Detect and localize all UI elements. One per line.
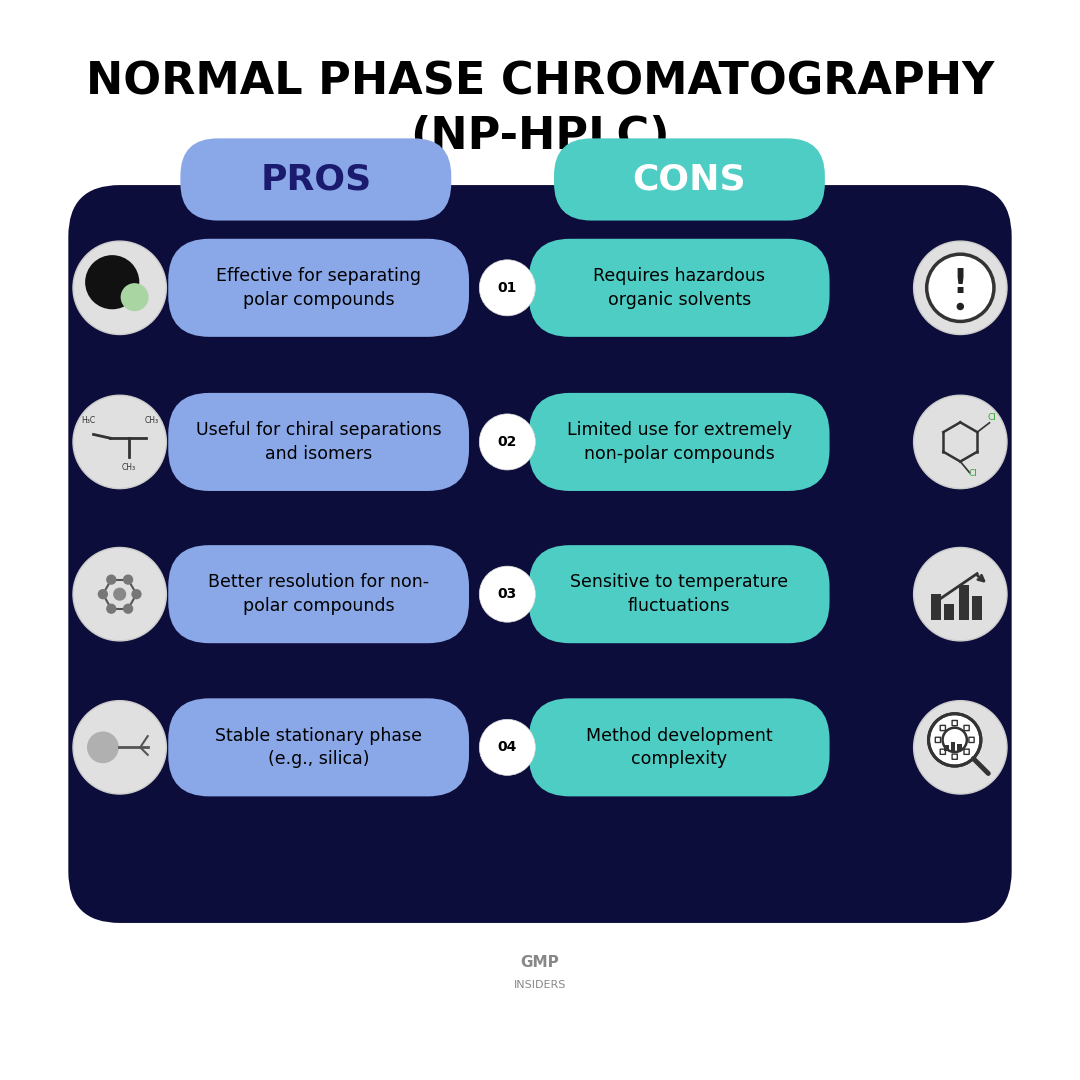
Circle shape	[914, 241, 1007, 335]
Circle shape	[480, 260, 536, 315]
Text: CH₃: CH₃	[145, 416, 159, 426]
Circle shape	[480, 566, 536, 622]
Bar	[957, 744, 961, 751]
FancyBboxPatch shape	[953, 720, 957, 726]
FancyBboxPatch shape	[935, 738, 941, 742]
Bar	[950, 742, 955, 751]
FancyBboxPatch shape	[554, 138, 825, 220]
FancyBboxPatch shape	[529, 545, 829, 644]
Text: INSIDERS: INSIDERS	[514, 980, 566, 989]
Text: NORMAL PHASE CHROMATOGRAPHY: NORMAL PHASE CHROMATOGRAPHY	[86, 60, 994, 104]
Circle shape	[85, 255, 139, 309]
FancyBboxPatch shape	[964, 750, 969, 755]
Bar	[931, 594, 941, 620]
Bar	[972, 596, 982, 620]
Text: PROS: PROS	[260, 162, 372, 197]
Bar	[944, 745, 948, 751]
Circle shape	[73, 395, 166, 488]
FancyBboxPatch shape	[529, 239, 829, 337]
Text: Stable stationary phase
(e.g., silica): Stable stationary phase (e.g., silica)	[215, 727, 422, 768]
Text: Useful for chiral separations
and isomers: Useful for chiral separations and isomer…	[195, 421, 442, 462]
FancyBboxPatch shape	[529, 393, 829, 491]
Text: 01: 01	[498, 281, 517, 295]
Text: Requires hazardous
organic solvents: Requires hazardous organic solvents	[593, 267, 765, 309]
Circle shape	[957, 302, 964, 310]
FancyBboxPatch shape	[68, 185, 1012, 923]
Circle shape	[914, 395, 1007, 488]
FancyBboxPatch shape	[168, 699, 469, 796]
Circle shape	[929, 714, 981, 766]
Circle shape	[480, 414, 536, 470]
Text: !: !	[953, 267, 968, 299]
Circle shape	[123, 604, 133, 613]
Circle shape	[106, 604, 117, 613]
Text: GMP: GMP	[521, 955, 559, 970]
Text: H₃C: H₃C	[81, 416, 95, 426]
FancyBboxPatch shape	[529, 699, 829, 796]
FancyBboxPatch shape	[941, 726, 945, 730]
Text: CONS: CONS	[633, 162, 746, 197]
FancyBboxPatch shape	[180, 138, 451, 220]
Circle shape	[927, 254, 994, 322]
Text: Better resolution for non-
polar compounds: Better resolution for non- polar compoun…	[208, 573, 429, 615]
Bar	[959, 585, 969, 620]
Text: 04: 04	[498, 741, 517, 754]
Circle shape	[113, 588, 126, 600]
FancyBboxPatch shape	[953, 754, 957, 759]
Circle shape	[73, 548, 166, 640]
Circle shape	[106, 575, 117, 584]
FancyBboxPatch shape	[941, 750, 945, 755]
Circle shape	[97, 589, 108, 599]
FancyBboxPatch shape	[168, 393, 469, 491]
Circle shape	[480, 719, 536, 775]
Bar	[944, 604, 954, 620]
FancyBboxPatch shape	[168, 545, 469, 644]
Text: Sensitive to temperature
fluctuations: Sensitive to temperature fluctuations	[570, 573, 788, 615]
Text: 02: 02	[498, 435, 517, 449]
Text: Method development
complexity: Method development complexity	[585, 727, 772, 768]
Circle shape	[123, 575, 133, 584]
Circle shape	[121, 283, 149, 311]
Text: CH₃: CH₃	[122, 463, 136, 472]
Text: Cl: Cl	[988, 413, 997, 422]
Text: (NP-HPLC): (NP-HPLC)	[410, 114, 670, 158]
FancyBboxPatch shape	[969, 738, 974, 742]
FancyBboxPatch shape	[168, 239, 469, 337]
Circle shape	[73, 241, 166, 335]
Text: 03: 03	[498, 588, 517, 602]
FancyBboxPatch shape	[964, 726, 969, 730]
Circle shape	[132, 589, 141, 599]
Text: Limited use for extremely
non-polar compounds: Limited use for extremely non-polar comp…	[567, 421, 792, 462]
Text: Effective for separating
polar compounds: Effective for separating polar compounds	[216, 267, 421, 309]
Circle shape	[914, 548, 1007, 640]
Text: Cl: Cl	[968, 470, 977, 478]
Circle shape	[914, 701, 1007, 794]
Circle shape	[73, 701, 166, 794]
Circle shape	[87, 731, 119, 764]
